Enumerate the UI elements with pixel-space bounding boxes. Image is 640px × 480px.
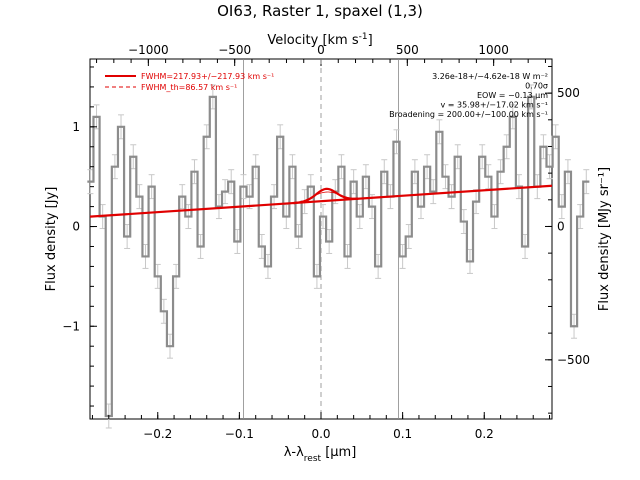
error-bars (87, 84, 590, 429)
legend-fwhm-th: FWHM_th=86.57 km s⁻¹ (141, 83, 237, 92)
x-tick-label: −0.2 (143, 427, 172, 441)
line-fit (293, 187, 359, 205)
legend-fwhm: FWHM=217.93+/−217.93 km s⁻¹ (141, 72, 274, 81)
y2-tick-label: 0 (557, 219, 565, 233)
y-tick-label: 1 (72, 120, 80, 134)
continuum-fit (89, 184, 553, 218)
top-axis-label: Velocity [km s-1] (267, 32, 372, 48)
y2-tick-label: −500 (557, 353, 590, 367)
y-tick-label: 0 (72, 220, 80, 234)
vel-tick-label: −1000 (128, 43, 169, 57)
top-axis: −1000 −500 0 500 1000 (96, 43, 546, 66)
x-tick-label: 0.2 (475, 427, 494, 441)
fit-annotation: Broadening = 200.00+/−100.00 km s⁻¹ (389, 110, 548, 119)
right-axis: −500 0 500 (545, 65, 590, 414)
x-axis-label: λ-λrest [μm] (284, 445, 357, 464)
x-tick-label: 0.0 (311, 427, 330, 441)
bottom-axis: −0.2 −0.1 0.0 0.1 0.2 (91, 412, 551, 441)
fit-annotation: 3.26e-18+/−4.62e-18 W m⁻² (432, 72, 548, 81)
x-tick-label: 0.1 (393, 427, 412, 441)
fit-annotation: v = 35.98+/−17.02 km s⁻¹ (440, 101, 548, 110)
y-tick-label: −1 (62, 319, 80, 333)
vel-tick-label: −500 (218, 43, 251, 57)
vel-tick-label: 1000 (478, 43, 509, 57)
vel-tick-label: 500 (396, 43, 419, 57)
fit-annotation: 0.70σ (525, 82, 548, 91)
y-axis-label-left: Flux density [Jy] (44, 187, 59, 292)
spectrum-step (87, 95, 590, 418)
y-axis-label-right: Flux density [MJy sr⁻¹] (597, 167, 612, 311)
x-tick-label: −0.1 (225, 427, 254, 441)
vel-tick-label: 0 (317, 43, 325, 57)
chart-title: OI63, Raster 1, spaxel (1,3) (217, 2, 423, 20)
fit-annotation: EOW = −0.13 μm (477, 91, 548, 100)
y2-tick-label: 500 (557, 86, 580, 100)
left-axis: −1 0 1 (62, 66, 97, 407)
